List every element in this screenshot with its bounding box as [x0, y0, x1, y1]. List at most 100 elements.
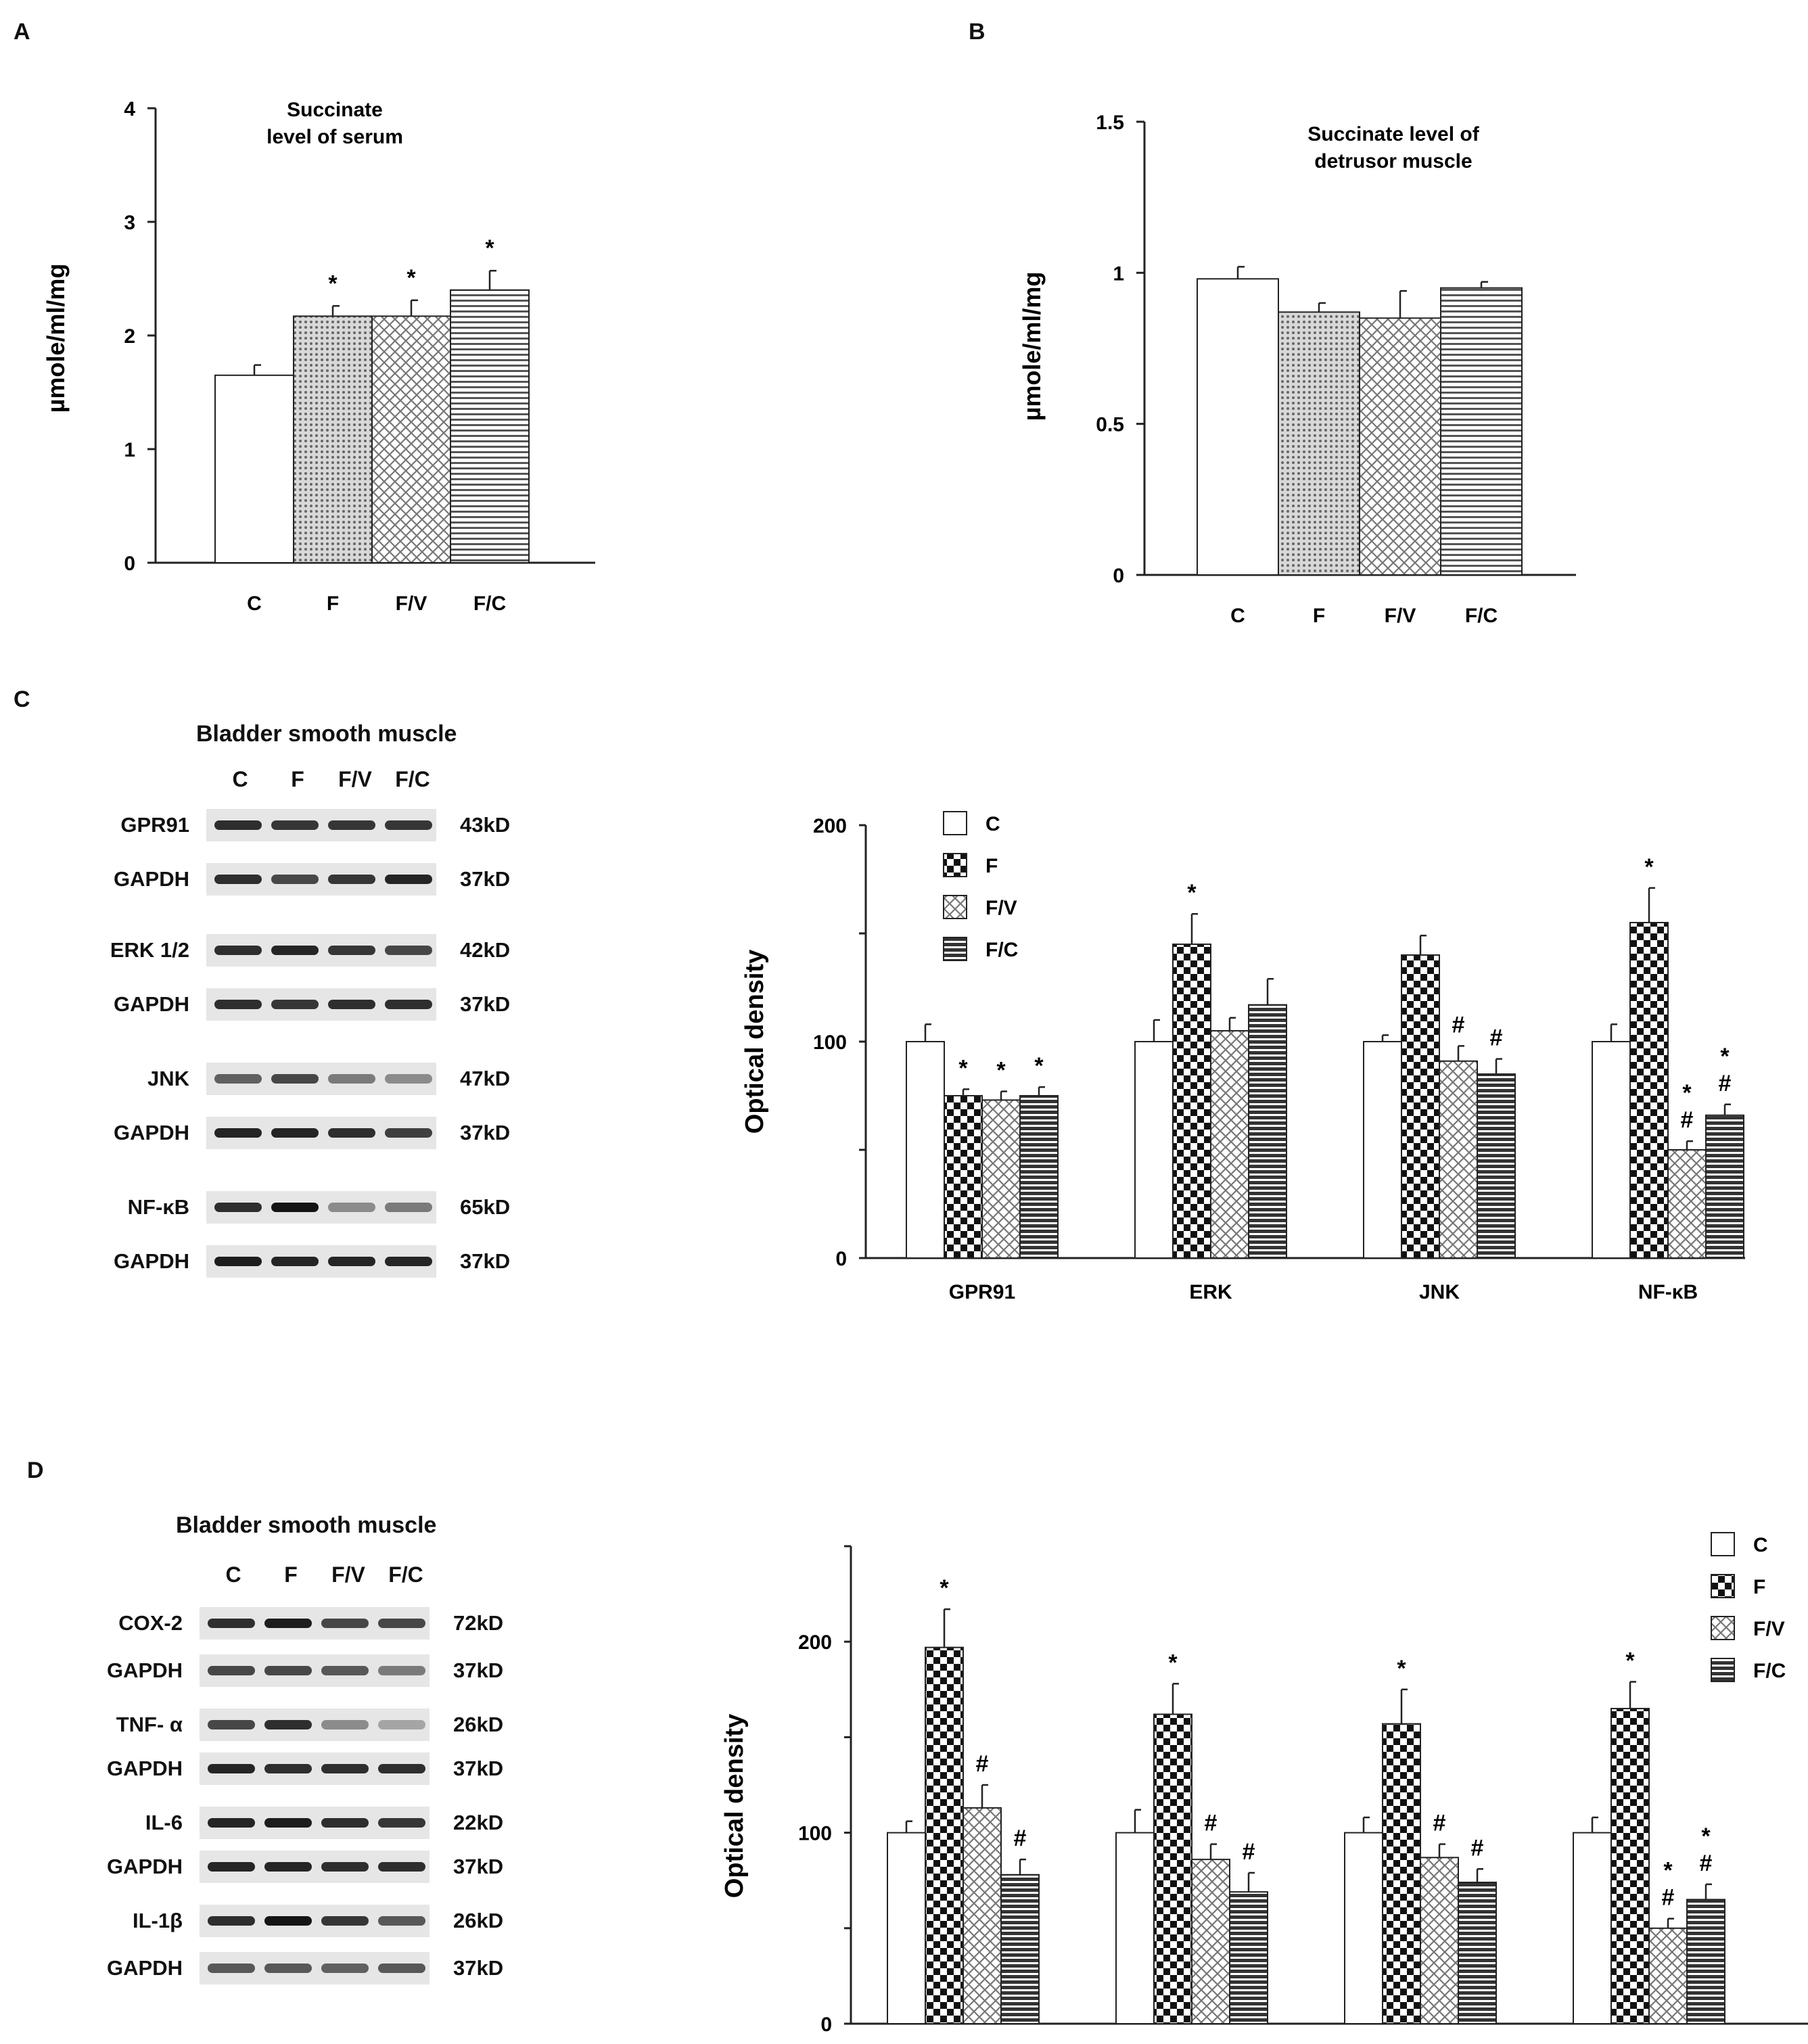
blot-title: Bladder smooth muscle	[196, 721, 457, 747]
blot-band	[328, 1074, 375, 1084]
blot-strip	[200, 1607, 430, 1640]
significance-mark: *	[485, 235, 494, 261]
kd-label: 43kD	[460, 813, 511, 837]
blot-band	[378, 1720, 425, 1729]
lane-label: C	[225, 1562, 241, 1587]
y-axis-label: µmole/ml/mg	[1018, 272, 1046, 421]
blot-strip	[206, 934, 436, 967]
blot-band	[328, 1257, 375, 1266]
lane-label: F/V	[331, 1562, 365, 1587]
significance-mark: *	[996, 1058, 1006, 1084]
blot-band	[328, 875, 375, 884]
significance-mark: #	[1433, 1811, 1446, 1836]
bar	[1229, 1891, 1268, 2024]
kd-label: 65kD	[460, 1195, 511, 1219]
bar	[1248, 1004, 1287, 1259]
blot-title: Bladder smooth muscle	[176, 1512, 437, 1538]
kd-label: 37kD	[453, 1658, 504, 1682]
blot-band	[321, 1818, 369, 1828]
blot-band	[378, 1964, 425, 1973]
significance-mark: *	[1625, 1648, 1635, 1674]
bar	[981, 1099, 1021, 1259]
bar	[1420, 1857, 1459, 2025]
chart-title: level of serum	[266, 126, 403, 148]
blot-band	[385, 1074, 432, 1084]
bar	[1705, 1114, 1744, 1259]
blot-band	[385, 1257, 432, 1266]
blot-band	[208, 1964, 255, 1973]
y-tick-label: 0	[835, 1248, 847, 1270]
blot-strip	[200, 1654, 430, 1687]
legend-swatch	[943, 895, 967, 919]
panel-letter-c: C	[14, 687, 30, 712]
significance-mark: #	[1681, 1107, 1694, 1133]
y-axis-label: Optical density	[720, 1714, 749, 1898]
y-tick-label: 1	[124, 439, 135, 461]
blot-band	[328, 946, 375, 955]
significance-mark: #	[1700, 1851, 1713, 1876]
blot-band	[208, 1764, 255, 1773]
significance-mark: #	[1205, 1811, 1218, 1836]
bar	[1344, 1832, 1383, 2024]
blot-band	[264, 1666, 312, 1675]
blot-band	[214, 946, 262, 955]
blot-band	[385, 875, 432, 884]
protein-label: IL-1β	[132, 1909, 183, 1932]
significance-mark: *	[1034, 1053, 1044, 1079]
western-blot-d: Bladder smooth muscle C F F/V F/C COX-2 72kD G…	[74, 1508, 588, 2016]
blot-band	[385, 820, 432, 830]
blot-row: JNK 47kD	[81, 1059, 555, 1099]
blot-band	[264, 1720, 312, 1729]
bar	[1359, 317, 1441, 576]
bar	[1667, 1149, 1707, 1259]
panel-letter-a: A	[14, 19, 30, 45]
blot-row: GAPDH 37kD	[81, 1241, 555, 1282]
legend-swatch	[943, 937, 967, 961]
significance-mark: *	[1187, 880, 1197, 906]
lane-label: C	[232, 767, 248, 791]
bar	[906, 1041, 945, 1259]
chart-title: Succinate level of	[1307, 123, 1479, 145]
blot-row: GAPDH 37kD	[74, 1748, 548, 1789]
kd-label: 22kD	[453, 1811, 504, 1834]
kd-label: 26kD	[453, 1909, 504, 1932]
kd-label: 37kD	[460, 867, 511, 891]
blot-band	[378, 1916, 425, 1926]
legend-swatch	[1711, 1574, 1735, 1598]
blot-band	[264, 1862, 312, 1872]
bar	[1210, 1030, 1249, 1259]
y-tick-label: 200	[813, 815, 847, 837]
blot-strip	[206, 809, 436, 841]
lane-label: F	[284, 1562, 298, 1587]
protein-label: GAPDH	[107, 1757, 183, 1780]
blot-band	[321, 1720, 369, 1729]
significance-mark: *	[940, 1575, 949, 1601]
protein-label: TNF- α	[116, 1713, 183, 1736]
significance-mark: *	[958, 1055, 968, 1081]
bar	[1000, 1874, 1040, 2025]
y-tick-label: 200	[798, 1631, 832, 1654]
blot-band	[208, 1619, 255, 1628]
protein-label: GAPDH	[107, 1855, 183, 1878]
protein-label: GAPDH	[114, 992, 189, 1016]
protein-label: COX-2	[118, 1611, 183, 1635]
blot-row: COX-2 72kD	[74, 1603, 548, 1644]
blot-band	[378, 1764, 425, 1773]
protein-label: ERK 1/2	[110, 938, 189, 962]
blot-band	[328, 820, 375, 830]
legend-label: F	[986, 855, 998, 877]
legend-label: F/V	[986, 897, 1017, 919]
blot-row: GAPDH 37kD	[74, 1846, 548, 1887]
lane-label: F/C	[388, 1562, 423, 1587]
blot-band	[264, 1964, 312, 1973]
protein-label: GPR91	[120, 813, 189, 837]
y-tick-label: 3	[124, 212, 135, 234]
significance-mark: *	[407, 265, 416, 291]
blot-band	[208, 1862, 255, 1872]
y-tick-label: 1.5	[1096, 112, 1124, 134]
protein-label: GAPDH	[114, 1249, 189, 1273]
y-tick-label: 0.5	[1096, 414, 1124, 436]
chart-title: Succinate	[287, 99, 383, 121]
bar	[1278, 311, 1360, 576]
significance-mark: #	[1662, 1885, 1675, 1911]
